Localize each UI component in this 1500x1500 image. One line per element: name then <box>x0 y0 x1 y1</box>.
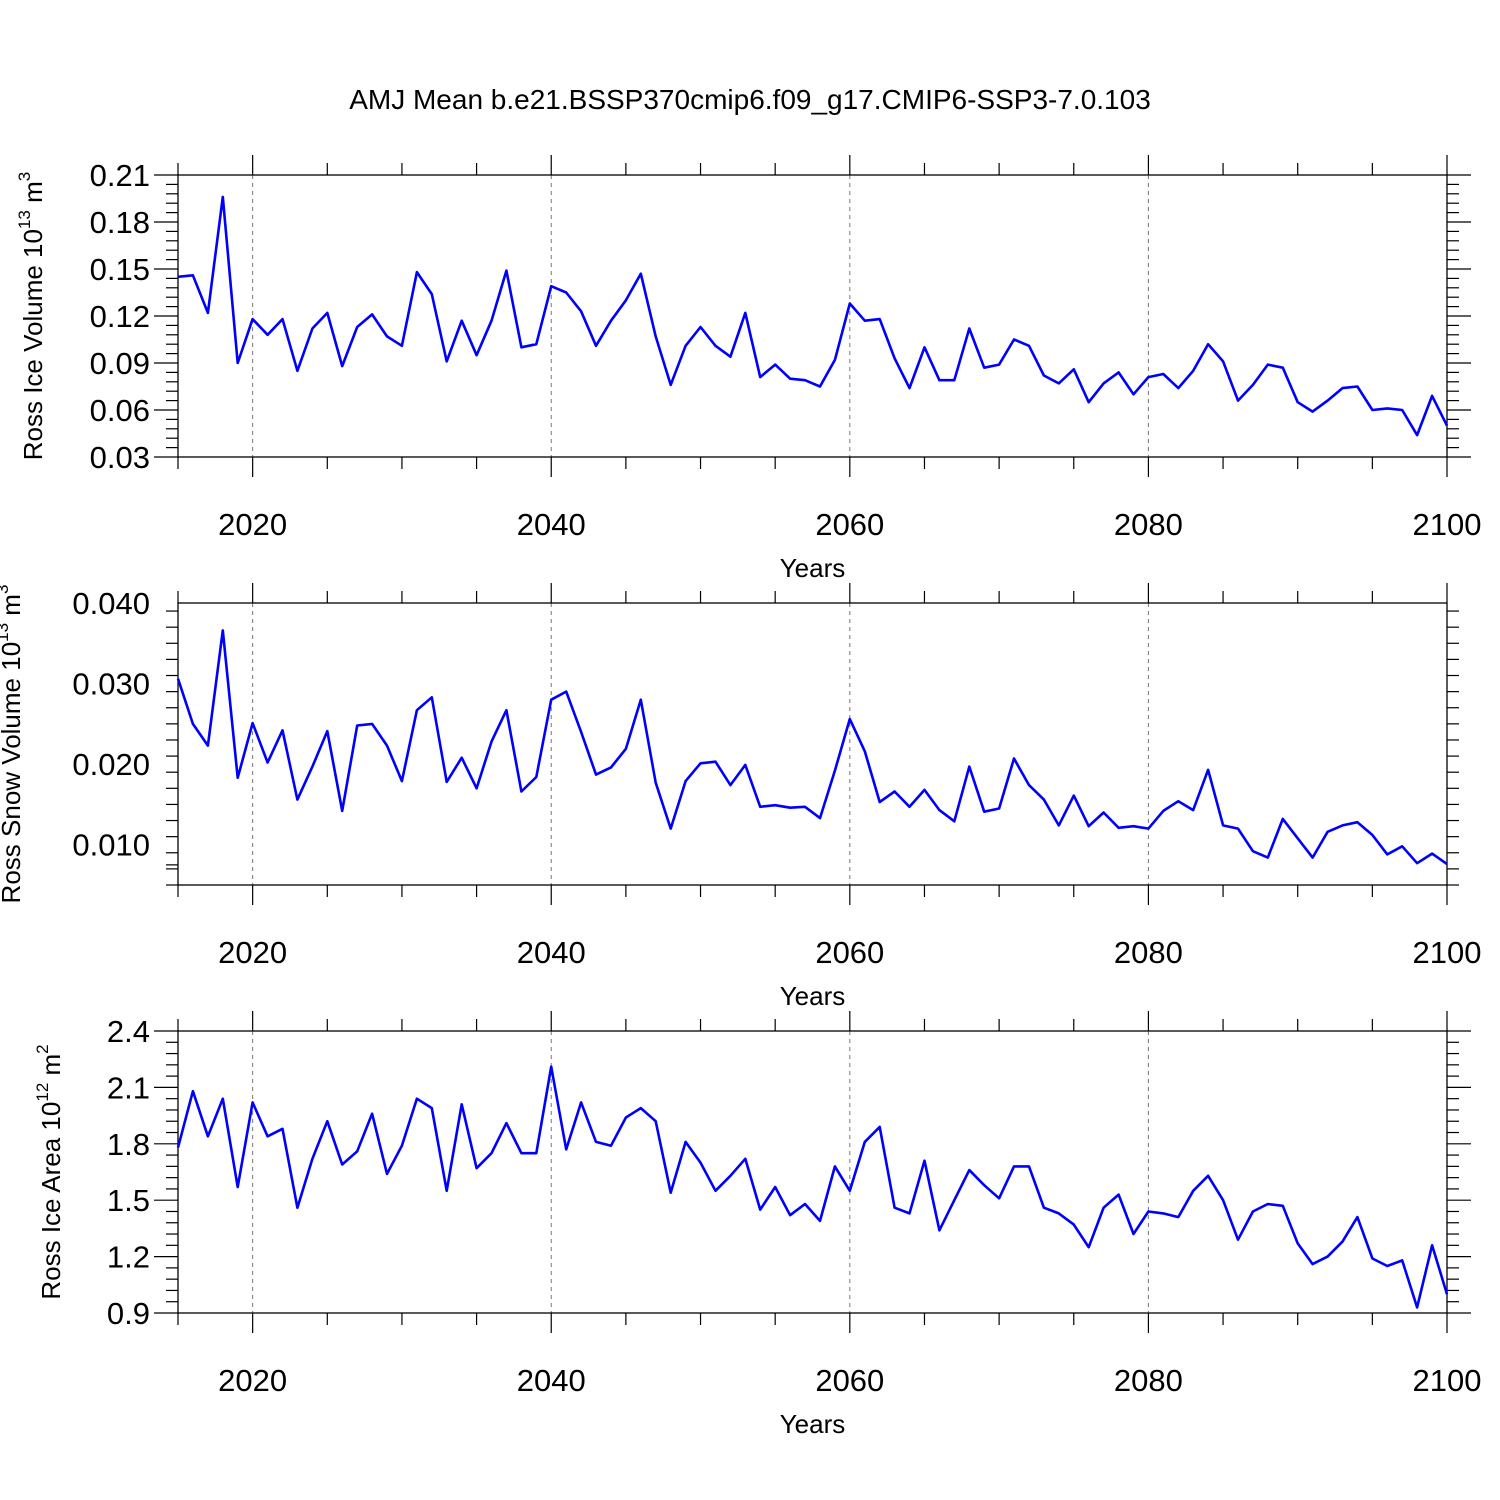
y-tick-label: 0.15 <box>90 252 150 287</box>
y-tick-label: 2.4 <box>107 1014 150 1049</box>
y-tick-label: 1.2 <box>107 1240 150 1275</box>
y-tick-label: 0.06 <box>90 393 150 428</box>
x-tick-label: 2080 <box>1114 1363 1183 1398</box>
plot-frame-2 <box>177 602 1448 886</box>
x-tick-label: 2020 <box>218 935 287 970</box>
y-tick-label: 0.020 <box>72 747 150 782</box>
y-tick-label: 1.8 <box>107 1127 150 1162</box>
x-tick-label: 2040 <box>517 1363 586 1398</box>
plot-frame-3 <box>177 1030 1448 1314</box>
y-tick-label: 1.5 <box>107 1183 150 1218</box>
x-tick-label: 2100 <box>1413 507 1482 542</box>
x-tick-label: 2040 <box>517 507 586 542</box>
y-axis-title: Ross Ice Area 1012 m2 <box>33 1044 66 1299</box>
y-tick-label: 0.09 <box>90 346 150 381</box>
x-tick-label: 2060 <box>815 1363 884 1398</box>
x-tick-label: 2080 <box>1114 935 1183 970</box>
y-tick-label: 0.12 <box>90 299 150 334</box>
x-axis-title: Years <box>780 981 846 1011</box>
y-tick-label: 2.1 <box>107 1070 150 1105</box>
x-tick-label: 2060 <box>815 507 884 542</box>
chart-title: AMJ Mean b.e21.BSSP370cmip6.f09_g17.CMIP… <box>349 84 1151 115</box>
y-tick-label: 0.03 <box>90 440 150 475</box>
x-tick-label: 2080 <box>1114 507 1183 542</box>
y-axis-title: Ross Ice Volume 1013 m3 <box>15 172 48 461</box>
series-line-1 <box>177 195 1449 437</box>
x-tick-label: 2060 <box>815 935 884 970</box>
y-tick-label: 0.18 <box>90 205 150 240</box>
y-tick-label: 0.21 <box>90 158 150 193</box>
x-axis-title: Years <box>780 553 846 583</box>
y-tick-label: 0.9 <box>107 1296 150 1331</box>
series-line-3 <box>176 1065 1449 1309</box>
x-tick-label: 2020 <box>218 507 287 542</box>
y-tick-label: 0.030 <box>72 667 150 702</box>
x-axis-title: Years <box>780 1409 846 1439</box>
x-tick-label: 2100 <box>1413 1363 1482 1398</box>
y-tick-label: 0.010 <box>72 828 150 863</box>
y-tick-label: 0.040 <box>72 586 150 621</box>
x-tick-label: 2020 <box>218 1363 287 1398</box>
y-axis-title: Ross Snow Volume 1013 m3 <box>0 585 26 904</box>
x-tick-label: 2100 <box>1413 935 1482 970</box>
series-line-2 <box>176 629 1448 866</box>
x-tick-label: 2040 <box>517 935 586 970</box>
